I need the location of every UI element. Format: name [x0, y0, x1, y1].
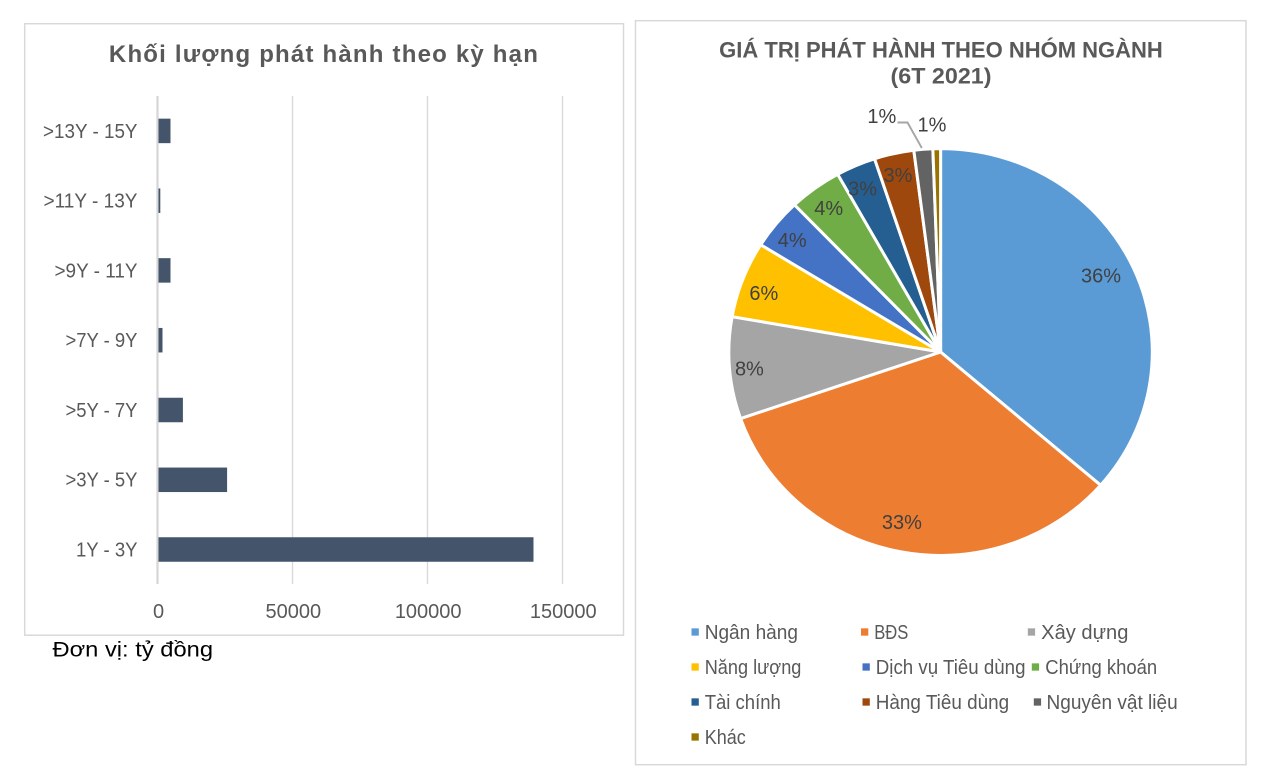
svg-text:Khối lượng phát hành theo kỳ h: Khối lượng phát hành theo kỳ hạn: [109, 41, 539, 68]
svg-text:(6T 2021): (6T 2021): [891, 64, 992, 89]
svg-text:Tài chính: Tài chính: [705, 692, 781, 714]
svg-text:4%: 4%: [814, 198, 843, 220]
svg-text:Dịch vụ Tiêu dùng: Dịch vụ Tiêu dùng: [876, 657, 1026, 679]
svg-text:Nguyên vật liệu: Nguyên vật liệu: [1047, 692, 1178, 714]
svg-text:Ngân hàng: Ngân hàng: [705, 622, 798, 644]
svg-text:3%: 3%: [848, 179, 877, 201]
svg-text:Đơn vị: tỷ đồng: Đơn vị: tỷ đồng: [53, 639, 214, 662]
svg-text:>11Y - 13Y: >11Y - 13Y: [44, 191, 138, 213]
svg-text:1%: 1%: [918, 115, 947, 137]
svg-text:0: 0: [153, 601, 164, 623]
svg-text:>13Y - 15Y: >13Y - 15Y: [43, 121, 138, 143]
svg-text:>9Y - 11Y: >9Y - 11Y: [55, 260, 138, 282]
svg-text:Năng lượng: Năng lượng: [705, 657, 802, 679]
svg-text:1%: 1%: [867, 106, 896, 128]
svg-text:1Y - 3Y: 1Y - 3Y: [76, 539, 138, 561]
svg-text:BĐS: BĐS: [874, 622, 908, 644]
svg-text:50000: 50000: [265, 601, 321, 623]
svg-text:36%: 36%: [1081, 266, 1121, 288]
svg-text:>7Y - 9Y: >7Y - 9Y: [66, 330, 138, 352]
svg-text:Hàng Tiêu dùng: Hàng Tiêu dùng: [876, 692, 1009, 714]
svg-text:Chứng khoán: Chứng khoán: [1045, 657, 1157, 679]
svg-text:8%: 8%: [735, 359, 764, 381]
svg-text:Xây dựng: Xây dựng: [1041, 622, 1128, 644]
svg-text:6%: 6%: [749, 283, 778, 305]
svg-text:4%: 4%: [778, 230, 807, 252]
svg-text:GIÁ TRỊ PHÁT HÀNH THEO NHÓM NG: GIÁ TRỊ PHÁT HÀNH THEO NHÓM NGÀNH: [719, 38, 1163, 63]
svg-text:>3Y - 5Y: >3Y - 5Y: [66, 470, 138, 492]
svg-text:Khác: Khác: [705, 727, 746, 749]
svg-text:100000: 100000: [395, 601, 462, 623]
svg-text:33%: 33%: [882, 512, 922, 534]
svg-text:150000: 150000: [530, 601, 597, 623]
svg-text:>5Y - 7Y: >5Y - 7Y: [66, 400, 138, 422]
svg-text:3%: 3%: [884, 165, 913, 187]
